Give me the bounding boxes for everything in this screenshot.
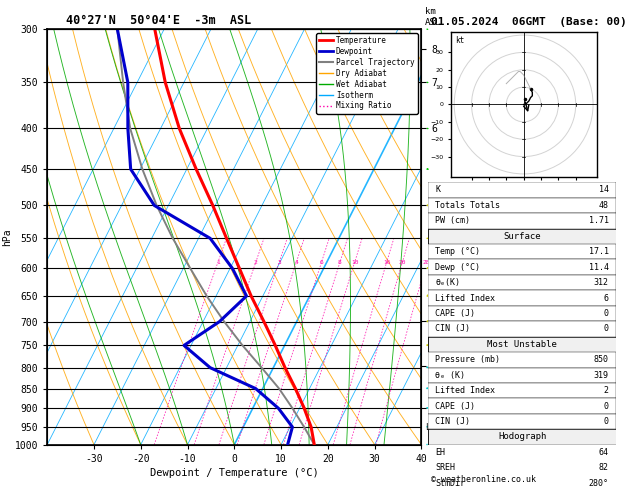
Text: 1: 1 xyxy=(216,260,220,265)
Bar xyxy=(428,260,616,275)
Bar xyxy=(428,414,616,429)
Text: 14: 14 xyxy=(599,186,609,194)
Text: 82: 82 xyxy=(599,463,609,472)
Text: Lifted Index: Lifted Index xyxy=(435,386,495,395)
Text: 0: 0 xyxy=(604,401,609,411)
Bar xyxy=(428,275,616,290)
Text: SREH: SREH xyxy=(435,463,455,472)
Text: Hodograph: Hodograph xyxy=(498,433,546,441)
X-axis label: Dewpoint / Temperature (°C): Dewpoint / Temperature (°C) xyxy=(150,468,319,478)
Text: Pressure (mb): Pressure (mb) xyxy=(435,355,500,364)
Text: 40°27'N  50°04'E  -3m  ASL: 40°27'N 50°04'E -3m ASL xyxy=(66,14,252,27)
Text: CIN (J): CIN (J) xyxy=(435,417,470,426)
Text: 01.05.2024  06GMT  (Base: 00): 01.05.2024 06GMT (Base: 00) xyxy=(431,17,626,27)
Text: Lifted Index: Lifted Index xyxy=(435,294,495,302)
Text: Dewp (°C): Dewp (°C) xyxy=(435,262,481,272)
Text: 6: 6 xyxy=(604,294,609,302)
Text: CIN (J): CIN (J) xyxy=(435,325,470,333)
Y-axis label: hPa: hPa xyxy=(2,228,12,246)
Text: Totals Totals: Totals Totals xyxy=(435,201,500,210)
Text: 0: 0 xyxy=(604,417,609,426)
Text: 2: 2 xyxy=(604,386,609,395)
Bar xyxy=(428,383,616,399)
Legend: Temperature, Dewpoint, Parcel Trajectory, Dry Adiabat, Wet Adiabat, Isotherm, Mi: Temperature, Dewpoint, Parcel Trajectory… xyxy=(316,33,418,114)
Text: 64: 64 xyxy=(599,448,609,457)
Bar xyxy=(428,476,616,486)
Text: CAPE (J): CAPE (J) xyxy=(435,309,476,318)
Text: 0: 0 xyxy=(604,309,609,318)
Text: 1.71: 1.71 xyxy=(589,216,609,226)
Text: km
ASL: km ASL xyxy=(425,7,441,27)
Text: 319: 319 xyxy=(594,371,609,380)
Bar xyxy=(428,445,616,460)
Text: 10: 10 xyxy=(351,260,359,265)
Bar xyxy=(428,429,616,445)
Text: PW (cm): PW (cm) xyxy=(435,216,470,226)
Text: θₑ (K): θₑ (K) xyxy=(435,371,465,380)
Text: 312: 312 xyxy=(594,278,609,287)
Bar xyxy=(428,399,616,414)
Text: K: K xyxy=(435,186,440,194)
Text: kt: kt xyxy=(455,36,464,45)
Bar xyxy=(428,352,616,367)
Bar xyxy=(428,182,616,198)
Text: 6: 6 xyxy=(320,260,323,265)
Text: EH: EH xyxy=(435,448,445,457)
Text: LCL: LCL xyxy=(425,423,440,432)
Bar xyxy=(428,244,616,260)
Bar xyxy=(428,306,616,321)
Bar xyxy=(428,321,616,337)
Text: Surface: Surface xyxy=(503,232,541,241)
Text: Temp (°C): Temp (°C) xyxy=(435,247,481,256)
Bar xyxy=(428,228,616,244)
Text: 0: 0 xyxy=(604,325,609,333)
Text: © weatheronline.co.uk: © weatheronline.co.uk xyxy=(431,474,536,484)
Text: 2: 2 xyxy=(253,260,257,265)
Text: 11.4: 11.4 xyxy=(589,262,609,272)
Text: θₑ(K): θₑ(K) xyxy=(435,278,460,287)
Text: Most Unstable: Most Unstable xyxy=(487,340,557,349)
Text: 16: 16 xyxy=(383,260,391,265)
Text: 3: 3 xyxy=(277,260,281,265)
Bar xyxy=(428,198,616,213)
Bar xyxy=(428,213,616,228)
Bar xyxy=(428,337,616,352)
Text: 17.1: 17.1 xyxy=(589,247,609,256)
Text: StmDir: StmDir xyxy=(435,479,465,486)
Text: 28: 28 xyxy=(423,260,430,265)
Text: 8: 8 xyxy=(338,260,342,265)
Y-axis label: Mixing Ratio (g/kg): Mixing Ratio (g/kg) xyxy=(440,186,449,288)
Text: 280°: 280° xyxy=(589,479,609,486)
Text: 850: 850 xyxy=(594,355,609,364)
Text: 20: 20 xyxy=(399,260,406,265)
Text: 48: 48 xyxy=(599,201,609,210)
Bar xyxy=(428,290,616,306)
Bar xyxy=(428,367,616,383)
Text: CAPE (J): CAPE (J) xyxy=(435,401,476,411)
Text: 4: 4 xyxy=(294,260,298,265)
Bar xyxy=(428,460,616,476)
